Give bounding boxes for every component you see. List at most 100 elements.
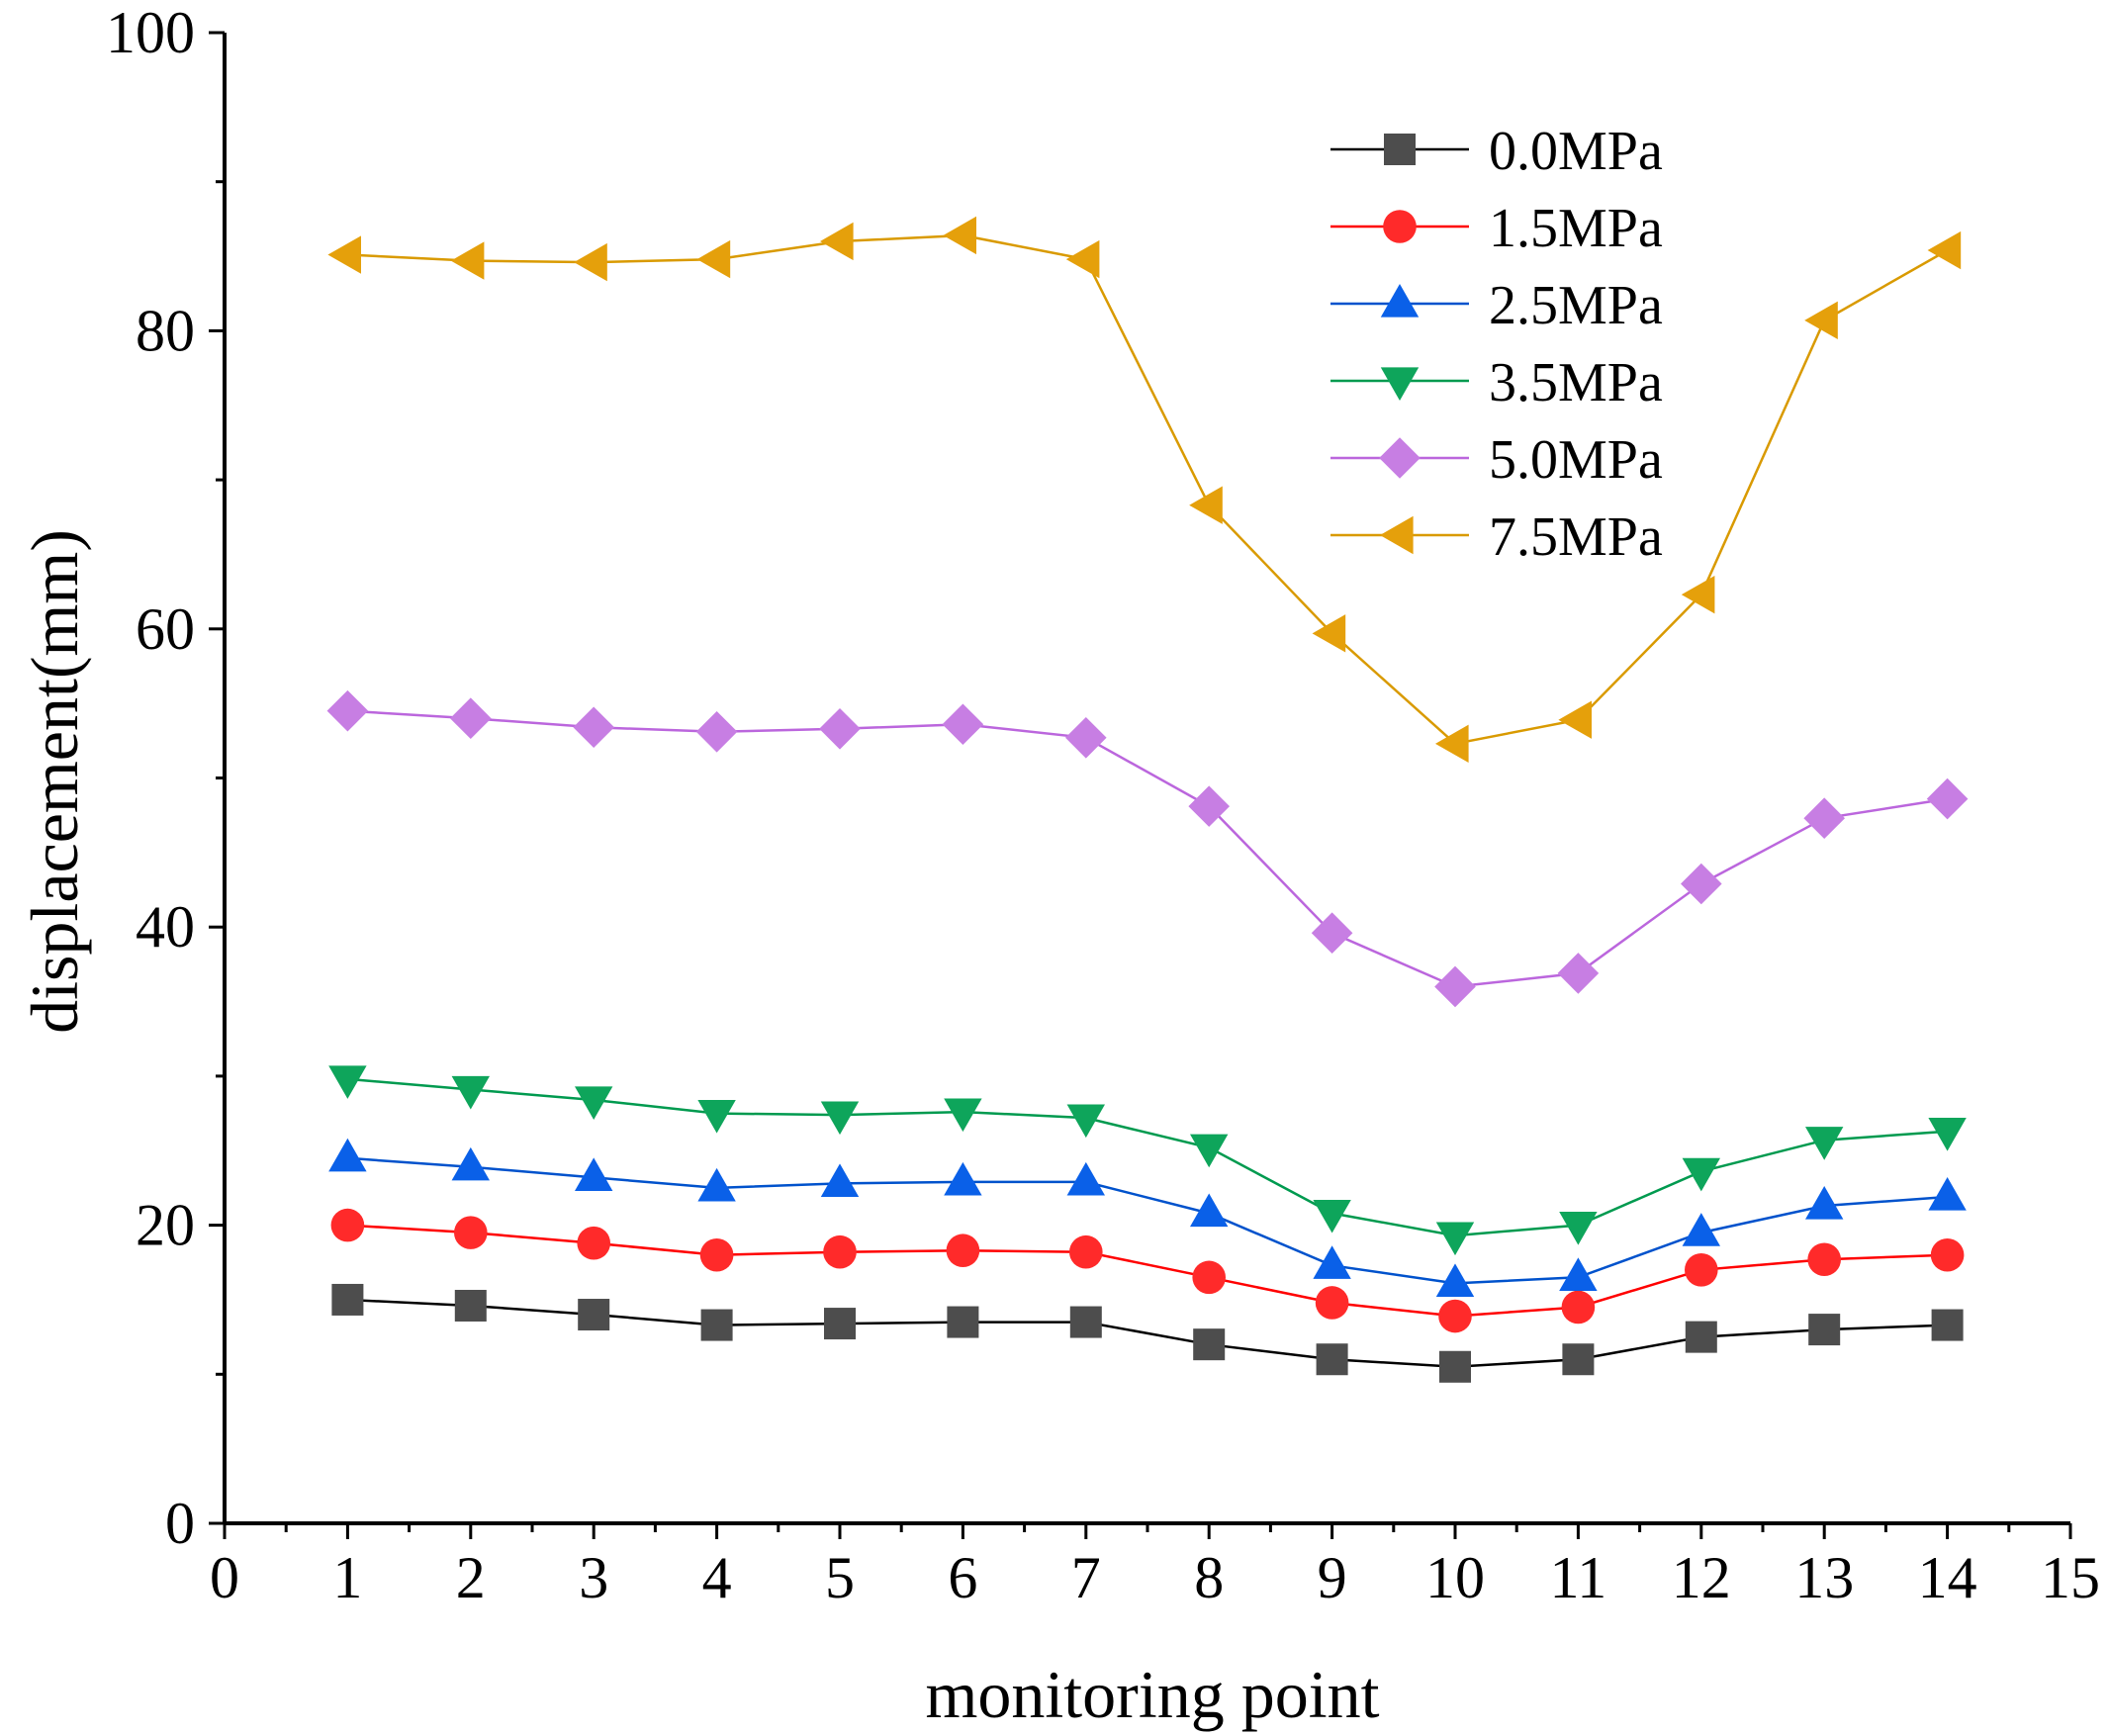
data-point [1069,1306,1102,1338]
data-point [1192,1260,1226,1295]
data-point [820,1163,860,1198]
data-point [1803,797,1845,839]
data-point [1316,1343,1348,1376]
data-point [700,1309,733,1341]
legend-item: 3.5MPa [1330,352,1663,413]
data-point [1065,717,1107,759]
data-point [327,235,361,274]
x-tick-label: 3 [579,1545,608,1610]
data-point [1311,912,1353,955]
y-tick-label: 0 [165,1491,195,1556]
series-line [347,709,1948,988]
legend-item: 0.0MPa [1330,121,1663,182]
data-point [454,1289,487,1322]
data-point [695,710,738,753]
y-axis-title: displacement(mm) [17,529,92,1034]
legend-marker [1380,515,1414,555]
x-tick-label: 2 [456,1545,486,1610]
data-point [1435,1263,1475,1297]
data-point [824,1308,856,1340]
y-tick-label: 80 [136,298,195,363]
data-point [328,1065,367,1099]
legend-marker [1383,210,1417,243]
data-point [1559,1257,1598,1291]
data-point [1066,1104,1105,1139]
data-point [1807,1242,1841,1277]
data-point [1065,239,1100,279]
data-point [1434,965,1476,1008]
x-tick-label: 4 [702,1545,732,1610]
data-point [1928,1118,1967,1151]
data-point [577,1226,610,1260]
data-point [1069,1234,1103,1269]
data-point [1562,1343,1595,1376]
x-tick-label: 12 [1672,1545,1731,1610]
data-point [573,706,614,749]
data-point [1808,1314,1841,1346]
data-point [578,1299,610,1331]
legend-label: 0.0MPa [1489,121,1663,182]
data-point [944,1098,982,1133]
y-tick-label: 40 [136,894,195,959]
data-point [1557,953,1600,994]
series-1.5MPa [330,1208,1965,1333]
series-line [347,1077,1948,1237]
x-tick-label: 7 [1071,1545,1101,1610]
data-point [699,1237,734,1272]
series-2.5MPa [328,1138,1967,1297]
legend-label: 5.0MPa [1489,429,1663,491]
data-point [947,1306,979,1338]
legend-label: 3.5MPa [1489,352,1663,413]
x-tick-label: 6 [948,1545,977,1610]
data-point [1066,1161,1105,1196]
x-tick-label: 1 [332,1545,362,1610]
data-point [1805,1186,1844,1220]
data-point [697,1167,736,1202]
data-point [1930,1237,1965,1272]
data-point [1189,486,1223,524]
legend: 0.0MPa 1.5MPa 2.5MPa 3.5MPa 5.0MPa 7.5MPa [1330,121,1663,568]
data-point [330,1208,365,1242]
data-point [1558,700,1592,739]
data-point [450,697,492,740]
data-point [1561,1290,1596,1325]
data-point [454,1216,488,1249]
data-point [823,1234,857,1269]
data-point [946,1233,980,1268]
data-point [1682,1157,1720,1192]
series-0.0MPa [331,1283,1964,1383]
x-tick-label: 15 [2041,1545,2100,1610]
data-point [1190,1134,1229,1168]
legend-label: 2.5MPa [1489,275,1663,336]
data-point [819,707,861,750]
series-line [347,1156,1948,1285]
x-tick-label: 10 [1425,1545,1485,1610]
data-point [820,222,854,261]
x-tick-label: 13 [1794,1545,1854,1610]
legend-label: 7.5MPa [1489,506,1663,568]
legend-item: 1.5MPa [1330,198,1663,259]
data-point [328,1138,367,1172]
data-point [943,216,976,255]
data-point [451,1075,490,1110]
data-point [1193,1328,1226,1361]
y-tick-label: 60 [136,596,195,662]
data-point [697,1099,736,1134]
data-point [696,239,731,279]
legend-marker [1379,437,1421,479]
data-point [575,1086,613,1121]
legend-label: 1.5MPa [1489,198,1663,259]
series-3.5MPa [328,1065,1967,1256]
legend-marker [1380,284,1420,318]
legend-item: 2.5MPa [1330,275,1663,336]
data-point [575,1157,613,1191]
data-point [942,703,984,746]
x-tick-label: 5 [825,1545,855,1610]
y-tick-label: 100 [106,0,195,65]
data-point [450,241,485,280]
data-point [1190,1193,1229,1228]
legend-item: 7.5MPa [1330,506,1663,568]
data-point [1805,1127,1844,1160]
data-point [331,1283,364,1316]
data-point [1435,1222,1475,1256]
